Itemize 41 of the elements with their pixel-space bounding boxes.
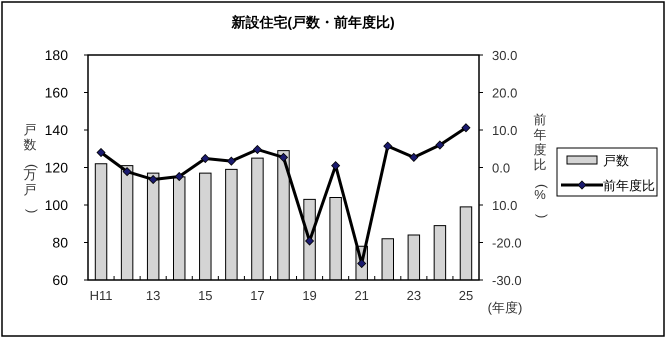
point [279, 152, 288, 162]
x-tick-label: 21 [354, 288, 369, 303]
y2-axis-title: 前年度比(%) [534, 112, 550, 218]
point [383, 142, 392, 151]
y-tick-label: 180 [44, 47, 68, 63]
x-axis-title: (年度) [488, 300, 522, 315]
point [226, 156, 236, 166]
y2-tick-label: 10.0 [492, 123, 518, 138]
point [200, 154, 210, 163]
y-axis-title: 戸数(万戸) [24, 122, 40, 214]
x-tick-label: H11 [90, 288, 112, 303]
y-tick-label: 140 [44, 122, 68, 138]
x-tick-label: 15 [198, 288, 213, 303]
y2-tick-label: -30.0 [492, 273, 522, 288]
y2-tick-label: 30.0 [492, 48, 518, 63]
y-tick-label: 160 [44, 84, 68, 100]
point [305, 236, 314, 246]
y-tick-label: 100 [44, 197, 68, 213]
y2-tick-label: 0.0 [492, 160, 510, 176]
point [148, 175, 158, 184]
y-tick-label: 60 [52, 272, 68, 288]
x-tick-label: 13 [146, 288, 160, 303]
x-tick-label: 23 [406, 288, 422, 303]
point [436, 140, 444, 150]
x-tick-label: 25 [458, 288, 474, 303]
y-tick-label: 120 [44, 160, 68, 176]
chart-title: 新設住宅(戸数・前年度比) [230, 14, 395, 30]
point [122, 167, 132, 176]
y2-tick-label: 20.0 [492, 86, 518, 100]
y2-tick-label: 10.0 [492, 198, 518, 213]
point [253, 145, 262, 154]
point [462, 123, 470, 132]
y2-tick-label: -20.0 [492, 236, 522, 250]
point [174, 172, 184, 181]
point [96, 148, 106, 157]
point [409, 152, 418, 162]
legend-label: 戸数 [603, 153, 629, 168]
y-tick-label: 80 [52, 234, 68, 250]
x-tick-label: 17 [250, 288, 265, 303]
legend-label: 前年度比 [603, 178, 655, 193]
x-tick-label: 19 [302, 288, 317, 303]
